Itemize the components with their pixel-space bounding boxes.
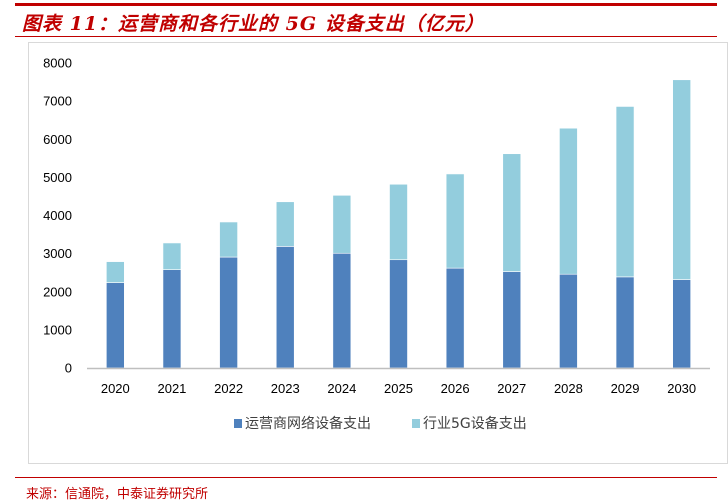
x-tick-label: 2023 <box>271 381 300 396</box>
bar-operator-2029 <box>615 276 635 369</box>
x-tick-label: 2030 <box>667 381 696 396</box>
bar-operator-2030 <box>672 279 691 369</box>
bar-industry-2020 <box>106 261 125 283</box>
x-tick-label: 2027 <box>497 381 526 396</box>
y-tick-label: 8000 <box>43 56 72 71</box>
y-tick-label: 7000 <box>43 94 72 109</box>
top-rule <box>15 3 717 6</box>
bar-operator-2025 <box>389 259 408 369</box>
y-tick-label: 2000 <box>43 284 72 299</box>
bar-operator-2024 <box>332 252 352 369</box>
y-tick-label: 5000 <box>43 170 72 185</box>
x-tick-label: 2026 <box>441 381 470 396</box>
bar-industry-2022 <box>219 221 238 258</box>
y-tick-label: 3000 <box>43 246 72 261</box>
x-tick-label: 2025 <box>384 381 413 396</box>
bar-industry-2026 <box>445 173 465 269</box>
legend-label-1: 行业5G设备支出 <box>423 415 527 432</box>
bar-operator-2026 <box>445 267 465 369</box>
x-tick-label: 2022 <box>214 381 243 396</box>
y-tick-label: 0 <box>65 361 72 376</box>
y-tick-label: 6000 <box>43 132 72 147</box>
bar-operator-2028 <box>559 273 578 369</box>
bar-industry-2024 <box>332 194 352 254</box>
x-tick-label: 2028 <box>554 381 583 396</box>
bar-industry-2025 <box>389 183 408 261</box>
title-rule <box>15 36 717 37</box>
figure-title: 图表 11：运营商和各行业的 5G 设备支出（亿元） <box>22 13 485 35</box>
source-rule <box>15 477 717 478</box>
x-tick-label: 2024 <box>327 381 356 396</box>
bar-operator-2021 <box>162 269 182 369</box>
bar-industry-2027 <box>502 153 522 272</box>
y-tick-label: 4000 <box>43 208 72 223</box>
bar-industry-2030 <box>672 79 691 280</box>
x-tick-label: 2021 <box>157 381 186 396</box>
x-tick-label: 2029 <box>611 381 640 396</box>
bar-operator-2020 <box>106 282 125 369</box>
bar-industry-2028 <box>559 127 578 275</box>
bar-industry-2029 <box>615 106 635 278</box>
bar-operator-2027 <box>502 271 522 369</box>
y-tick-label: 1000 <box>43 322 72 337</box>
x-tick-label: 2020 <box>101 381 130 396</box>
bar-operator-2022 <box>219 256 238 369</box>
source-note: 来源：信通院，中泰证券研究所 <box>26 487 209 502</box>
legend-swatch-1 <box>412 419 420 428</box>
bar-industry-2023 <box>275 201 295 247</box>
legend-label-0: 运营商网络设备支出 <box>245 415 371 432</box>
legend-swatch-0 <box>234 419 242 428</box>
bar-industry-2021 <box>162 242 182 270</box>
bar-operator-2023 <box>275 246 295 369</box>
